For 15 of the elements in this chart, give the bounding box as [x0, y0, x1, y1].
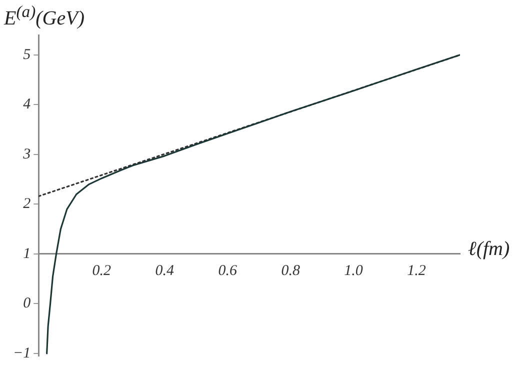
- x-tick-label: 0.6: [218, 262, 238, 279]
- x-tick-label: 0.2: [92, 262, 112, 279]
- y-tick-label: 5: [23, 46, 32, 63]
- x-tick-label: 1.2: [407, 262, 426, 279]
- y-tick-label: 4: [23, 96, 32, 113]
- y-tick-label: 2: [23, 196, 32, 212]
- y-tick-label: 0: [23, 296, 32, 312]
- y-tick-label: −1: [12, 345, 31, 362]
- x-tick-label: 1.0: [344, 262, 364, 279]
- x-axis-title: ℓ(fm): [468, 238, 510, 261]
- x-tick-label: 0.8: [281, 262, 300, 279]
- y-axis-title: E$^{(a)}$(GeV): [4, 2, 84, 31]
- x-tick-label: 0.4: [155, 262, 174, 279]
- y-tick-label: 3: [22, 146, 31, 162]
- y-tick-label: 1: [23, 246, 31, 262]
